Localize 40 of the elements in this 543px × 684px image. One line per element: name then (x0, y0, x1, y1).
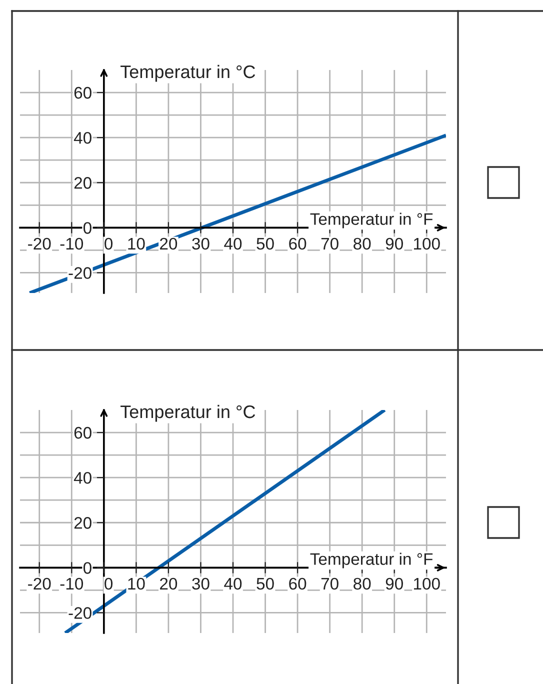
x-tick-label: -10 (60, 578, 84, 590)
y-tick-label: 20 (74, 177, 92, 189)
y-tick-label: 0 (83, 562, 92, 574)
x-tick-label: -10 (60, 238, 84, 250)
x-tick-label: 0 (104, 578, 113, 590)
x-tick-label: 70 (321, 578, 338, 590)
y-tick-label: -20 (68, 267, 92, 279)
x-tick-label: 90 (386, 578, 403, 590)
x-tick-label: 10 (128, 578, 145, 590)
x-tick-label: 70 (321, 238, 338, 250)
x-tick-label: 30 (192, 238, 210, 250)
y-tick-label: 60 (74, 86, 92, 99)
y-tick-label: 20 (74, 517, 92, 529)
x-tick-label: 40 (224, 238, 242, 250)
x-axis-title: Temperatur in °F (310, 212, 433, 228)
x-tick-label: 20 (160, 578, 178, 590)
x-tick-label: 30 (192, 578, 210, 590)
x-tick-label: 0 (104, 238, 113, 250)
x-tick-label: 20 (160, 238, 178, 250)
x-tick-label: 60 (289, 578, 306, 590)
x-tick-label: 60 (289, 238, 306, 250)
y-axis-title: Temperatur in °C (120, 64, 256, 82)
x-tick-label: 50 (256, 238, 274, 250)
y-tick-label: 0 (83, 222, 92, 234)
x-tick-label: 10 (128, 238, 145, 250)
x-tick-label: 90 (386, 238, 403, 250)
x-tick-label: 50 (256, 578, 274, 590)
x-tick-label: -20 (28, 238, 51, 250)
y-tick-label: 60 (74, 426, 92, 439)
y-tick-label: -20 (68, 607, 92, 619)
x-tick-label: 100 (414, 238, 440, 250)
x-tick-label: -20 (28, 578, 51, 590)
x-tick-label: 40 (224, 578, 242, 590)
x-tick-label: 80 (354, 578, 371, 590)
y-tick-label: 40 (74, 132, 92, 144)
x-tick-label: 80 (354, 238, 371, 250)
y-tick-label: 40 (74, 472, 92, 484)
y-axis-title: Temperatur in °C (120, 404, 256, 422)
x-axis-title: Temperatur in °F (310, 552, 433, 568)
x-tick-label: 100 (414, 578, 440, 590)
